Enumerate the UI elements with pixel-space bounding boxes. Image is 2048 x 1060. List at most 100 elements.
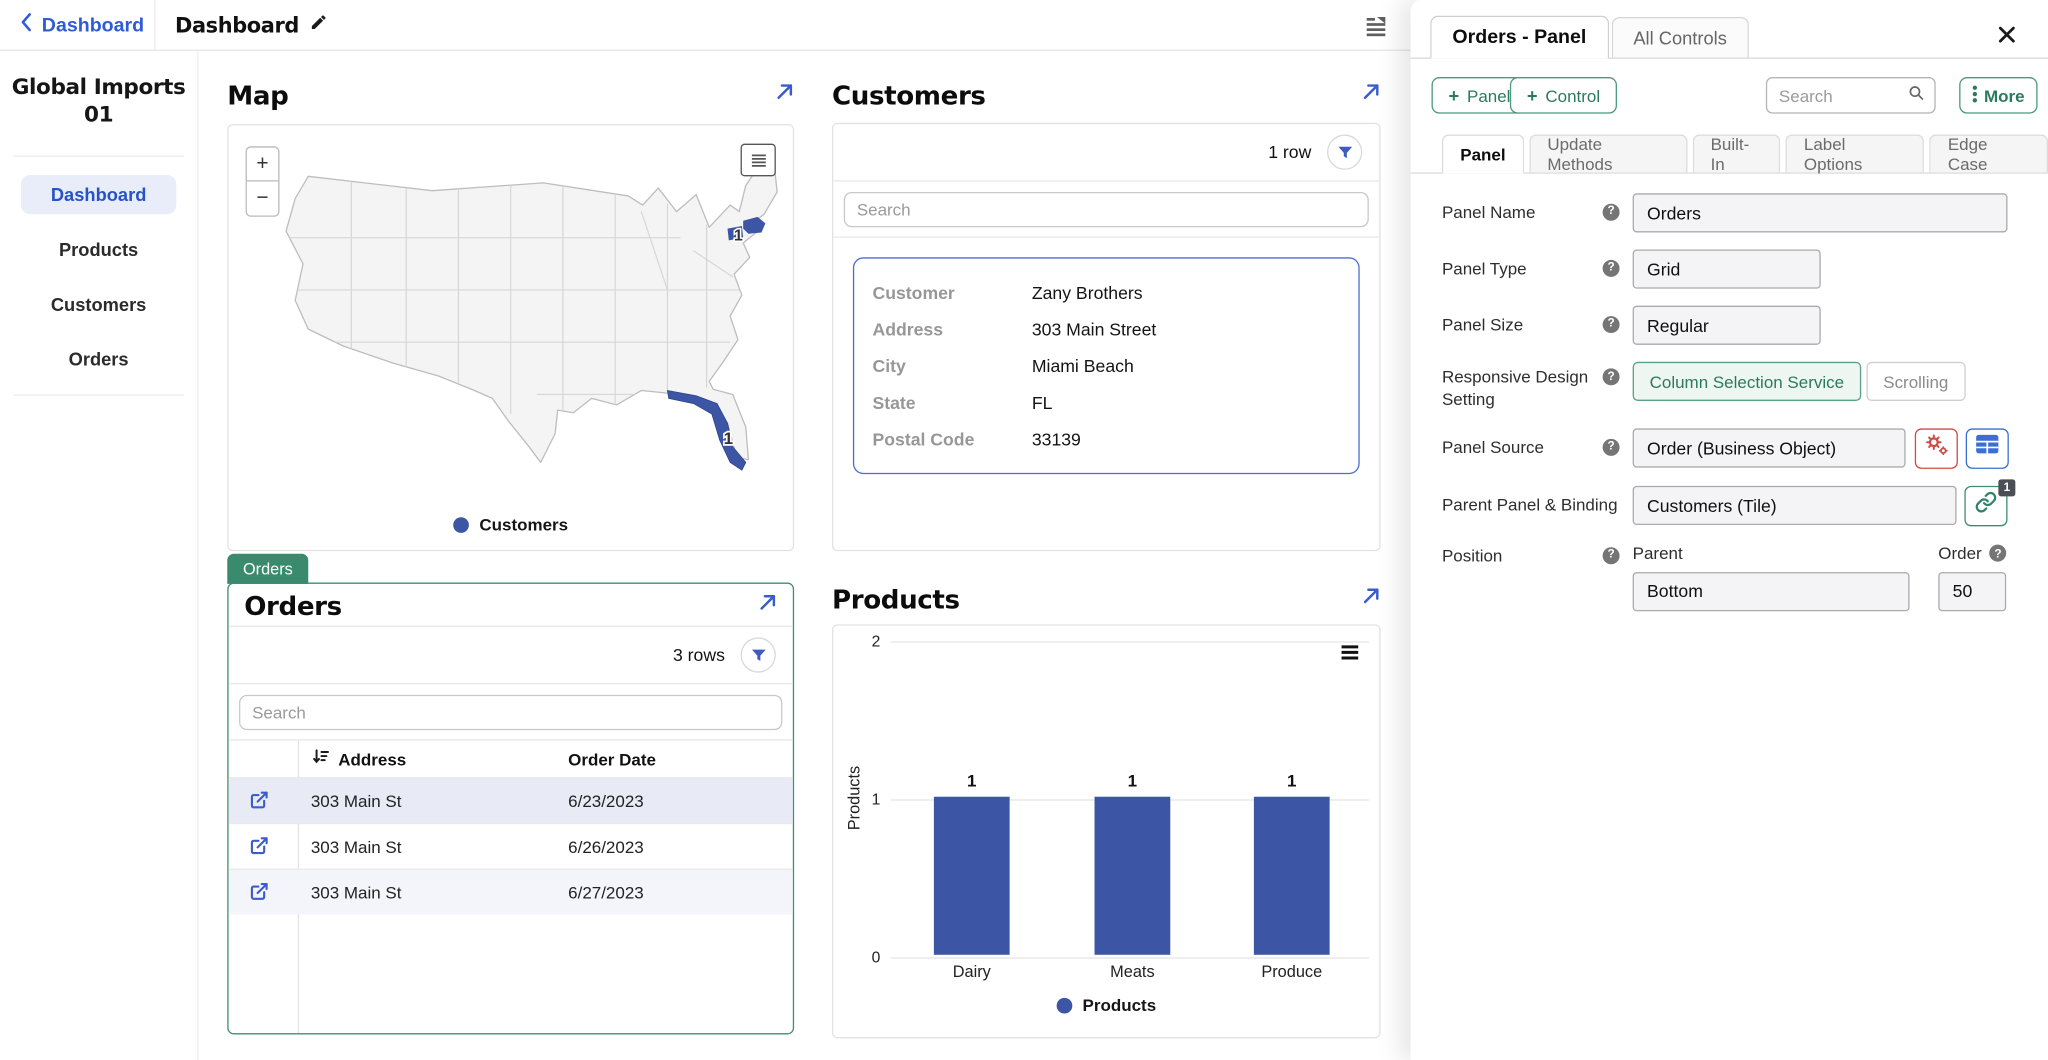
expand-arrow-icon[interactable] xyxy=(1361,586,1381,612)
back-link-label: Dashboard xyxy=(42,14,144,36)
panel-source-input[interactable]: Order (Business Object) xyxy=(1633,429,1906,468)
help-icon[interactable]: ? xyxy=(1603,368,1620,385)
column-header-order-date[interactable]: Order Date xyxy=(568,750,656,770)
help-icon[interactable]: ? xyxy=(1603,259,1620,276)
orders-search-input[interactable] xyxy=(239,694,782,729)
position-parent-input[interactable]: Bottom xyxy=(1633,572,1910,611)
subtab-label-options[interactable]: Label Options xyxy=(1786,135,1925,173)
panel-name-input[interactable]: Orders xyxy=(1633,193,2008,232)
orders-table-header: Address Order Date xyxy=(229,741,793,778)
open-record-icon[interactable] xyxy=(249,790,269,814)
map-label-florida-count: 1 xyxy=(724,429,733,448)
help-icon[interactable]: ? xyxy=(1603,547,1620,564)
chevron-left-icon xyxy=(21,12,33,38)
table-row[interactable]: 303 Main St 6/27/2023 xyxy=(229,869,793,915)
bar-dairy[interactable]: 1 xyxy=(934,797,1010,955)
help-icon[interactable]: ? xyxy=(1990,545,2007,562)
orders-panel-selection-chip[interactable]: Orders xyxy=(227,554,308,584)
subtab-edge-case[interactable]: Edge Case xyxy=(1930,135,2048,173)
table-row[interactable]: 303 Main St 6/23/2023 xyxy=(229,777,793,823)
expand-arrow-icon[interactable] xyxy=(758,593,778,619)
column-header-address[interactable]: Address xyxy=(311,747,406,771)
subtab-panel[interactable]: Panel xyxy=(1442,135,1524,174)
tab-all-controls[interactable]: All Controls xyxy=(1611,17,1749,57)
add-control-button[interactable]: + Control xyxy=(1510,77,1617,114)
us-map[interactable]: 1 1 xyxy=(236,133,787,483)
help-icon[interactable]: ? xyxy=(1603,315,1620,332)
subtab-update-methods[interactable]: Update Methods xyxy=(1529,135,1687,173)
sidebar-item-dashboard[interactable]: Dashboard xyxy=(21,175,176,214)
app-title: Global Imports 01 xyxy=(10,73,186,129)
panel-size-input[interactable]: Regular xyxy=(1633,306,1821,345)
open-record-icon[interactable] xyxy=(249,882,269,906)
topbar: Dashboard Dashboard xyxy=(0,0,1411,51)
tile-field-state: State FL xyxy=(872,384,1340,421)
customers-search-input[interactable] xyxy=(844,191,1369,226)
products-panel-header: Products xyxy=(832,584,1381,615)
layout-toggle-icon[interactable] xyxy=(1358,10,1392,41)
link-icon xyxy=(1975,491,1997,520)
expand-arrow-icon[interactable] xyxy=(775,82,795,108)
gears-icon xyxy=(1923,431,1950,465)
field-responsive-design: Responsive Design Setting? Column Select… xyxy=(1442,362,2019,411)
tile-field-address: Address 303 Main Street xyxy=(872,311,1340,348)
more-button[interactable]: More xyxy=(1959,77,2037,114)
map-zoom-controls: + − xyxy=(246,146,280,217)
orders-rows-count: 3 rows xyxy=(673,645,725,665)
bar-meats[interactable]: 1 xyxy=(1095,797,1171,955)
map-legend: Customers xyxy=(229,515,793,535)
map-menu-icon[interactable] xyxy=(741,144,776,177)
filter-funnel-icon[interactable] xyxy=(741,637,776,672)
responsive-option-scrolling[interactable]: Scrolling xyxy=(1866,362,1965,401)
x-label-dairy: Dairy xyxy=(906,963,1037,981)
kebab-dots-icon xyxy=(1972,84,1977,106)
topbar-divider xyxy=(154,0,155,50)
table-row[interactable]: 303 Main St 6/26/2023 xyxy=(229,823,793,869)
x-label-meats: Meats xyxy=(1067,963,1198,981)
responsive-option-column-selection[interactable]: Column Selection Service xyxy=(1633,362,1861,401)
field-position: Position? Parent Bottom Order? 50 xyxy=(1442,543,2019,611)
configure-source-button[interactable] xyxy=(1915,428,1958,468)
panel-settings-form: Panel Name? Orders Panel Type? Grid Pane… xyxy=(1442,193,2019,628)
plus-icon: + xyxy=(1448,86,1459,104)
back-link[interactable]: Dashboard xyxy=(21,0,144,50)
sidebar-item-products[interactable]: Products xyxy=(21,230,176,269)
open-record-icon[interactable] xyxy=(249,836,269,860)
field-panel-type: Panel Type? Grid xyxy=(1442,249,2019,288)
field-panel-source: Panel Source? Order (Business Object) xyxy=(1442,428,2019,468)
help-icon[interactable]: ? xyxy=(1603,439,1620,456)
filter-funnel-icon[interactable] xyxy=(1327,135,1362,170)
map-label-newengland-count: 1 xyxy=(734,227,743,244)
close-icon[interactable] xyxy=(1997,25,2017,51)
sidebar-item-customers[interactable]: Customers xyxy=(21,285,176,324)
plus-icon: + xyxy=(1527,86,1538,104)
position-order-input[interactable]: 50 xyxy=(1938,572,2006,611)
parent-panel-input[interactable]: Customers (Tile) xyxy=(1633,486,1957,525)
sidebar-item-orders[interactable]: Orders xyxy=(21,339,176,378)
drawer-search-input[interactable] xyxy=(1776,84,1907,106)
binding-link-button[interactable]: 1 xyxy=(1964,486,2007,526)
binding-count-badge: 1 xyxy=(1998,479,2015,496)
tab-orders-panel[interactable]: Orders - Panel xyxy=(1430,16,1608,59)
edit-pencil-icon[interactable] xyxy=(309,12,327,37)
chart-legend[interactable]: Products xyxy=(833,995,1379,1015)
customers-toolbar: 1 row xyxy=(833,124,1379,181)
customer-tile[interactable]: Customer Zany Brothers Address 303 Main … xyxy=(853,257,1360,474)
map-zoom-out-button[interactable]: − xyxy=(246,182,280,217)
us-outline xyxy=(286,162,777,462)
sort-icon[interactable] xyxy=(311,747,331,771)
grid-view-button[interactable] xyxy=(1966,428,2009,468)
field-panel-size: Panel Size? Regular xyxy=(1442,306,2019,345)
page-title[interactable]: Dashboard xyxy=(175,0,328,50)
customers-rows-count: 1 row xyxy=(1268,142,1311,162)
subtab-built-in[interactable]: Built-In xyxy=(1692,135,1780,173)
panel-type-input[interactable]: Grid xyxy=(1633,249,1821,288)
expand-arrow-icon[interactable] xyxy=(1361,82,1381,108)
bar-produce[interactable]: 1 xyxy=(1254,797,1330,955)
map-zoom-in-button[interactable]: + xyxy=(246,146,280,181)
position-order-label: Order? xyxy=(1938,543,2006,563)
chart-menu-icon[interactable] xyxy=(1339,643,1361,669)
field-panel-name: Panel Name? Orders xyxy=(1442,193,2019,232)
legend-dot-icon xyxy=(1056,997,1072,1013)
help-icon[interactable]: ? xyxy=(1603,203,1620,220)
